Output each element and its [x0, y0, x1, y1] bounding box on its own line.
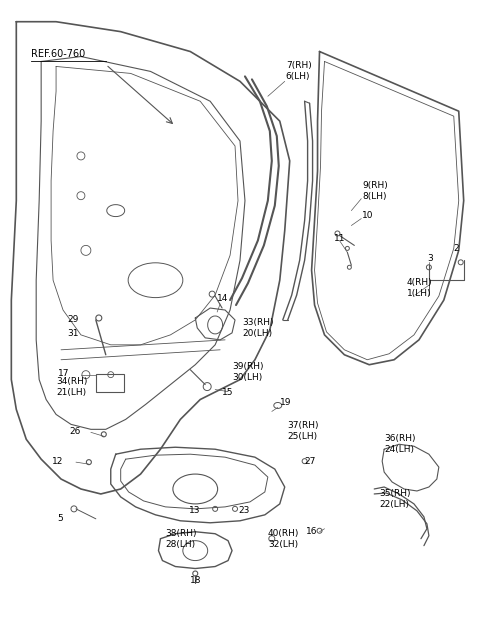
Text: 9(RH)
8(LH): 9(RH) 8(LH) — [362, 181, 388, 201]
Text: 23: 23 — [238, 507, 250, 515]
Text: 13: 13 — [189, 507, 200, 515]
Text: 17: 17 — [58, 369, 69, 378]
Text: 38(RH)
28(LH): 38(RH) 28(LH) — [166, 529, 197, 549]
Text: 10: 10 — [362, 211, 374, 220]
Text: 26: 26 — [70, 427, 81, 436]
Text: 34(RH)
21(LH): 34(RH) 21(LH) — [56, 377, 87, 397]
Text: REF.60-760: REF.60-760 — [31, 49, 85, 59]
Text: 12: 12 — [52, 457, 63, 466]
Text: 35(RH)
22(LH): 35(RH) 22(LH) — [379, 489, 411, 509]
Text: 7(RH)
6(LH): 7(RH) 6(LH) — [286, 61, 312, 81]
Text: 39(RH)
30(LH): 39(RH) 30(LH) — [232, 362, 264, 382]
Text: 31: 31 — [67, 329, 79, 338]
Text: 3: 3 — [427, 254, 432, 263]
Text: 5: 5 — [57, 514, 63, 524]
Text: 19: 19 — [280, 398, 291, 407]
Text: 14: 14 — [217, 294, 228, 302]
Text: 4(RH)
1(LH): 4(RH) 1(LH) — [407, 278, 432, 298]
Text: 33(RH)
20(LH): 33(RH) 20(LH) — [242, 318, 274, 338]
Text: 29: 29 — [68, 316, 79, 324]
Text: 15: 15 — [222, 388, 234, 397]
Text: 11: 11 — [334, 234, 345, 243]
Text: 27: 27 — [305, 457, 316, 466]
Text: 16: 16 — [306, 527, 318, 536]
Text: 40(RH)
32(LH): 40(RH) 32(LH) — [268, 529, 299, 549]
Text: 36(RH)
24(LH): 36(RH) 24(LH) — [384, 434, 416, 454]
Text: 2: 2 — [454, 244, 459, 253]
Text: 37(RH)
25(LH): 37(RH) 25(LH) — [288, 421, 319, 442]
Bar — [96, 374, 124, 392]
Text: 18: 18 — [190, 576, 202, 585]
